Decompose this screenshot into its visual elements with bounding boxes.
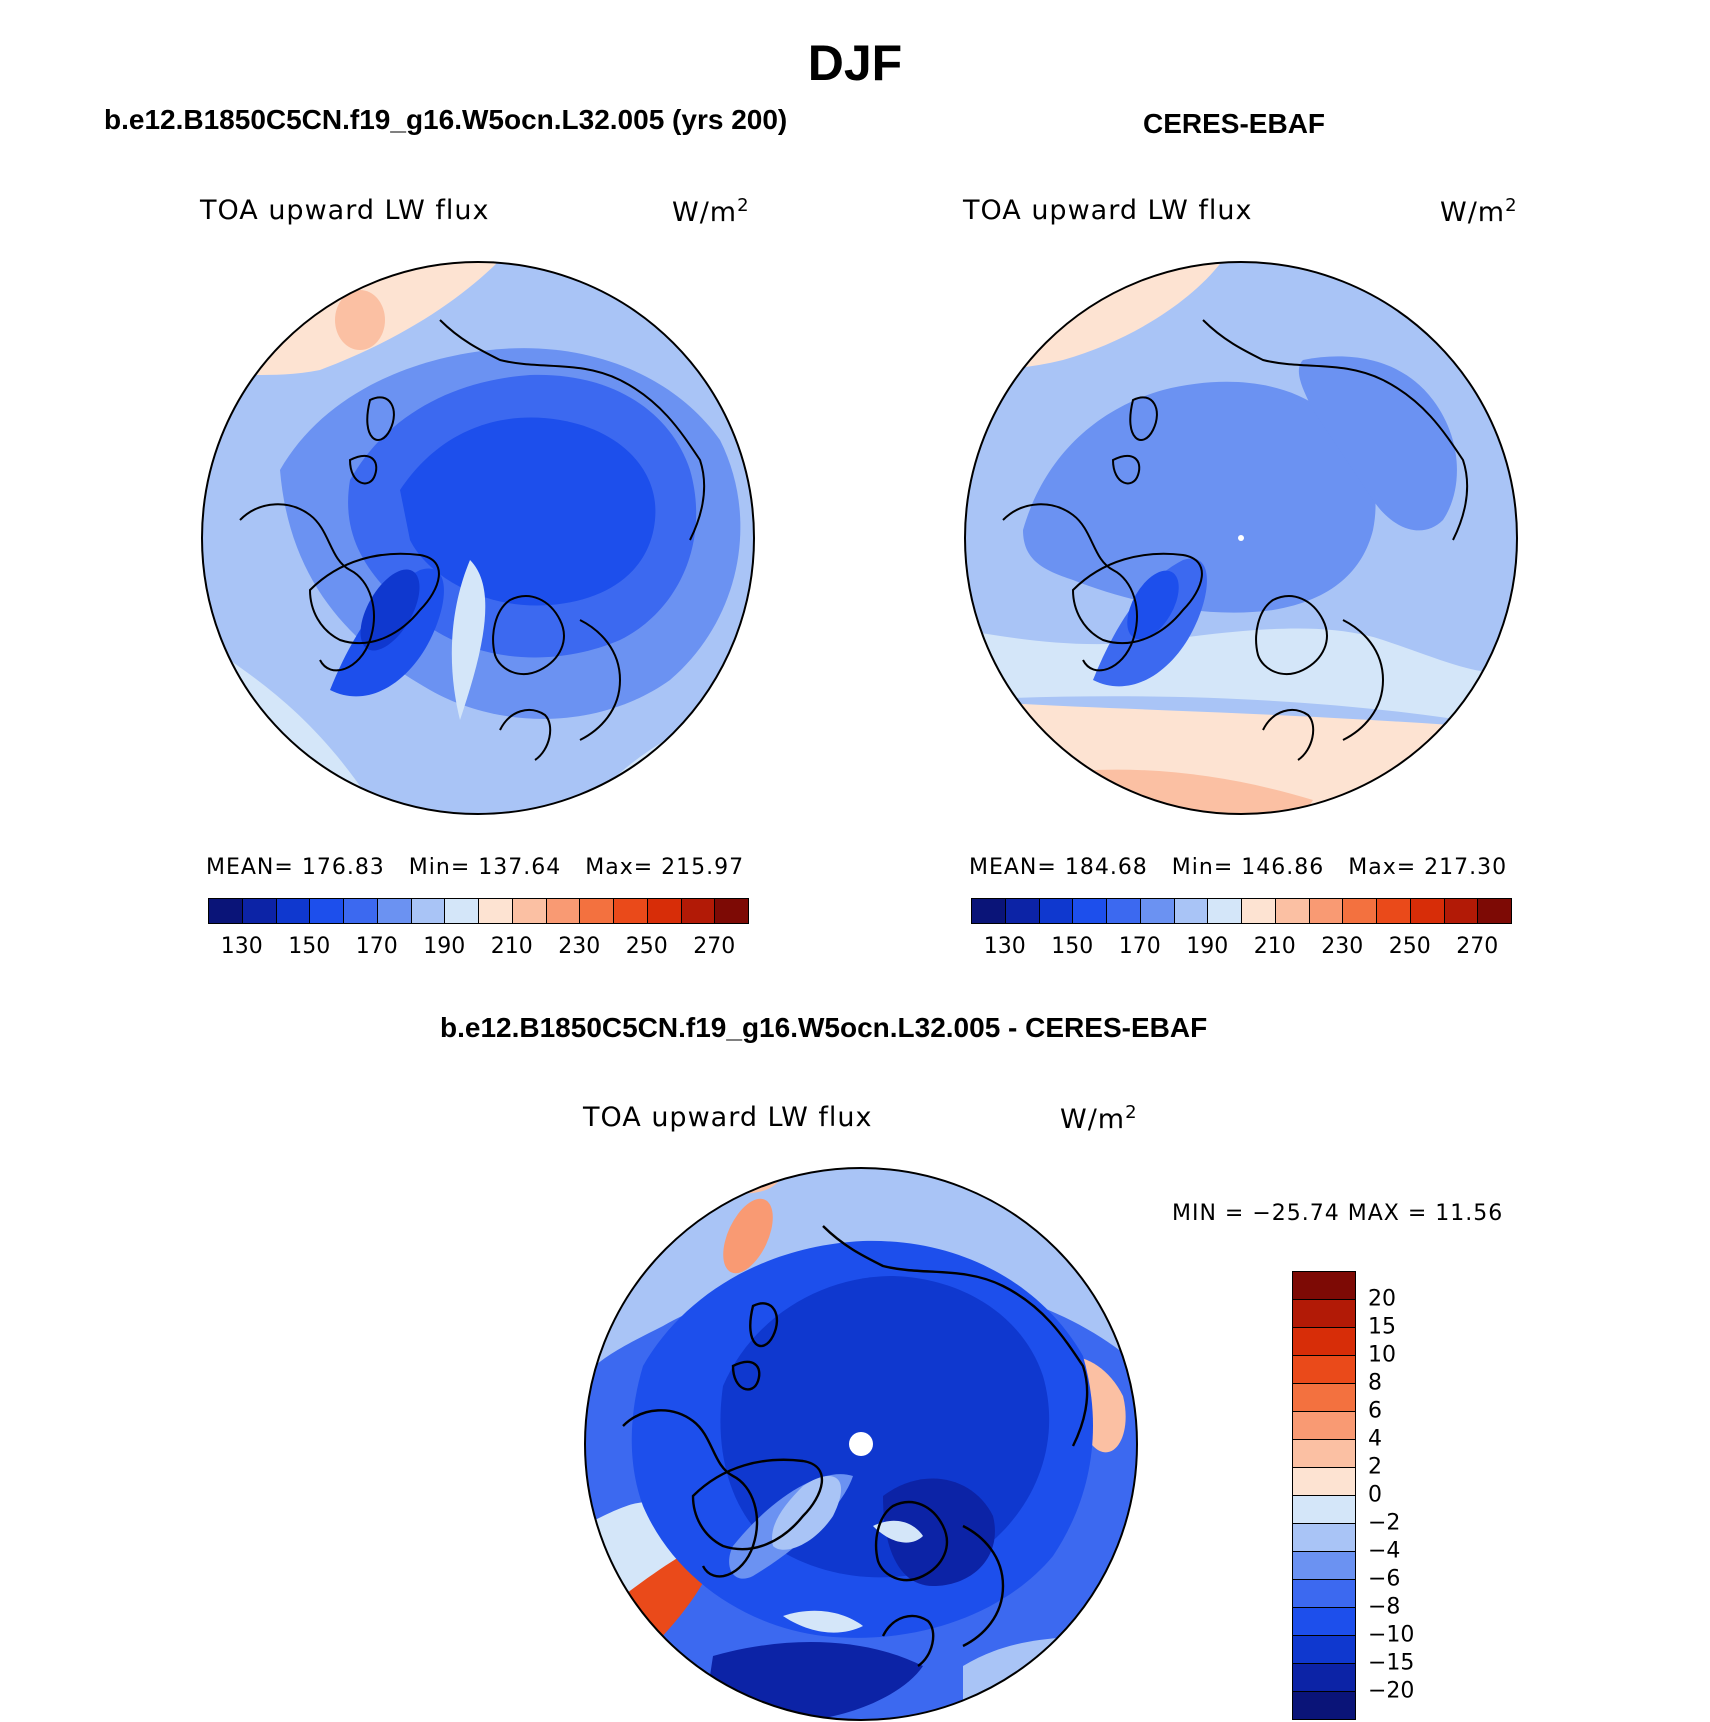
colorbar-tick-label: −15 — [1368, 1650, 1415, 1676]
colorbar-tick-label: 150 — [1051, 934, 1094, 959]
colorbar-box — [1342, 898, 1377, 924]
model-colorbar: 130 150 170 190 210 230 250 270 — [208, 898, 749, 964]
colorbar-tick-label: 210 — [490, 934, 533, 959]
colorbar-box — [343, 898, 378, 924]
colorbar-box — [1292, 1607, 1356, 1636]
colorbar-box — [1376, 898, 1411, 924]
colorbar-box — [1292, 1635, 1356, 1664]
colorbar-tick-label: −10 — [1368, 1622, 1415, 1648]
colorbar-tick-label: 15 — [1368, 1314, 1396, 1340]
colorbar-tick-label: 6 — [1368, 1398, 1382, 1424]
colorbar-box — [1072, 898, 1107, 924]
colorbar-tick-label: −2 — [1368, 1510, 1401, 1536]
diff-unit-label: W/m2 — [1060, 1102, 1138, 1135]
colorbar-tick-label: 4 — [1368, 1426, 1382, 1452]
model-unit-label: W/m2 — [672, 195, 750, 228]
colorbar-tick-label: −6 — [1368, 1566, 1401, 1592]
colorbar-tick-label: 210 — [1253, 934, 1296, 959]
diff-colorbar: 20 15 10 8 6 4 2 0 −2 −4 −6 −8 −10 −15 −20 — [1292, 1271, 1436, 1720]
colorbar-tick-label: 270 — [1456, 934, 1499, 959]
colorbar-box — [1292, 1299, 1356, 1328]
colorbar-box — [1292, 1411, 1356, 1440]
colorbar-box — [376, 898, 412, 924]
colorbar-box — [1292, 1383, 1356, 1412]
model-variable-label: TOA upward LW flux — [200, 195, 490, 226]
colorbar-tick-label: 130 — [983, 934, 1026, 959]
colorbar-box — [579, 898, 614, 924]
obs-variable-label: TOA upward LW flux — [963, 195, 1253, 226]
colorbar-box — [1038, 898, 1074, 924]
colorbar-box — [646, 898, 682, 924]
colorbar-box — [275, 898, 311, 924]
colorbar-tick-label: 190 — [423, 934, 466, 959]
colorbar-tick-label: 250 — [1388, 934, 1431, 959]
colorbar-box — [511, 898, 547, 924]
model-polar-map — [201, 261, 755, 815]
colorbar-box — [1106, 898, 1141, 924]
model-stats: MEAN= 176.83 Min= 137.64 Max= 215.97 — [206, 855, 745, 880]
model-panel-title: b.e12.B1850C5CN.f19_g16.W5ocn.L32.005 (y… — [104, 104, 788, 135]
colorbar-tick-label: 0 — [1368, 1482, 1382, 1508]
colorbar-box — [1308, 898, 1344, 924]
colorbar-box — [208, 898, 243, 924]
colorbar-tick-label: 150 — [288, 934, 331, 959]
diff-minmax: MIN = −25.74 MAX = 11.56 — [1172, 1201, 1504, 1226]
colorbar-box — [1292, 1439, 1356, 1468]
colorbar-tick-label: 190 — [1186, 934, 1229, 959]
colorbar-box — [1004, 898, 1040, 924]
colorbar-box — [1292, 1467, 1356, 1496]
colorbar-box — [1139, 898, 1175, 924]
obs-panel-title: CERES-EBAF — [1143, 108, 1326, 139]
colorbar-box — [1292, 1691, 1356, 1720]
colorbar-tick-label: 8 — [1368, 1370, 1382, 1396]
colorbar-box — [1292, 1551, 1356, 1580]
colorbar-box — [1477, 898, 1512, 924]
colorbar-box — [680, 898, 716, 924]
colorbar-box — [410, 898, 446, 924]
colorbar-box — [545, 898, 581, 924]
colorbar-box — [1443, 898, 1479, 924]
colorbar-tick-label: 250 — [625, 934, 668, 959]
diff-polar-map — [584, 1167, 1138, 1721]
colorbar-tick-label: 170 — [355, 934, 398, 959]
colorbar-box — [1241, 898, 1276, 924]
colorbar-box — [971, 898, 1006, 924]
colorbar-box — [1292, 1495, 1356, 1524]
colorbar-box — [1292, 1523, 1356, 1552]
colorbar-tick-label: 130 — [220, 934, 263, 959]
obs-polar-map — [964, 261, 1518, 815]
colorbar-tick-label: −4 — [1368, 1538, 1401, 1564]
obs-colorbar: 130 150 170 190 210 230 250 270 — [971, 898, 1512, 964]
colorbar-tick-label: 230 — [558, 934, 601, 959]
colorbar-box — [1173, 898, 1209, 924]
colorbar-box — [1292, 1271, 1356, 1300]
colorbar-tick-label: 2 — [1368, 1454, 1382, 1480]
colorbar-tick-label: −20 — [1368, 1678, 1415, 1704]
colorbar-tick-label: 170 — [1118, 934, 1161, 959]
diff-panel-title: b.e12.B1850C5CN.f19_g16.W5ocn.L32.005 - … — [440, 1012, 1208, 1043]
figure-title: DJF — [807, 35, 903, 91]
colorbar-box — [309, 898, 344, 924]
colorbar-box — [714, 898, 749, 924]
diff-variable-label: TOA upward LW flux — [583, 1102, 873, 1133]
obs-unit-label: W/m2 — [1440, 195, 1518, 228]
colorbar-box — [1292, 1327, 1356, 1356]
colorbar-box — [1207, 898, 1242, 924]
colorbar-box — [444, 898, 479, 924]
colorbar-box — [1409, 898, 1445, 924]
colorbar-box — [478, 898, 513, 924]
colorbar-box — [1292, 1355, 1356, 1384]
colorbar-tick-label: 230 — [1321, 934, 1364, 959]
colorbar-box — [613, 898, 648, 924]
colorbar-box — [1292, 1579, 1356, 1608]
obs-stats: MEAN= 184.68 Min= 146.86 Max= 217.30 — [969, 855, 1508, 880]
colorbar-box — [1274, 898, 1310, 924]
colorbar-tick-label: −8 — [1368, 1594, 1401, 1620]
colorbar-tick-label: 270 — [693, 934, 736, 959]
colorbar-box — [1292, 1663, 1356, 1692]
colorbar-tick-label: 20 — [1368, 1286, 1396, 1312]
colorbar-box — [241, 898, 277, 924]
colorbar-tick-label: 10 — [1368, 1342, 1396, 1368]
